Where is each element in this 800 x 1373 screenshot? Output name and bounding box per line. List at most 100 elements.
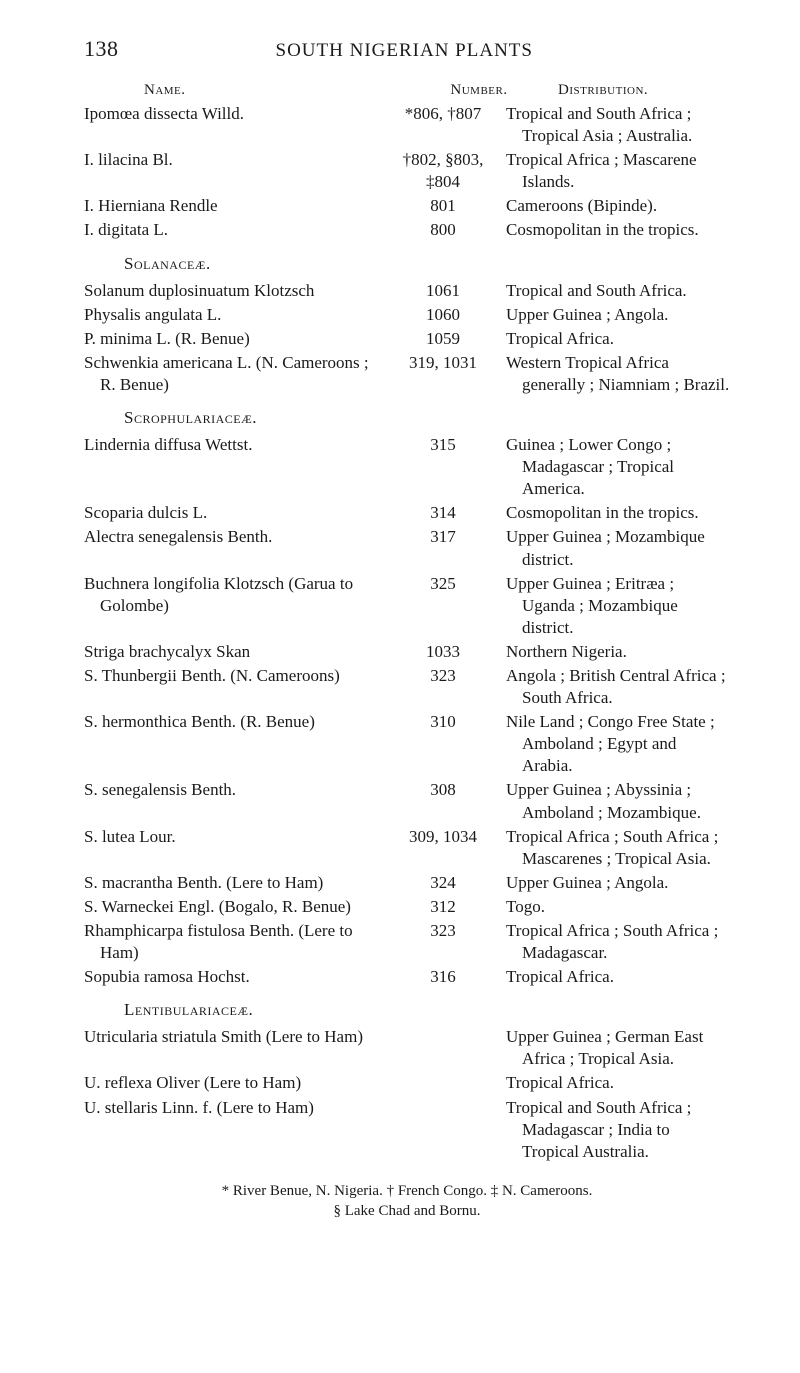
family-heading-lentibulariaceae: Lentibulariaceæ. bbox=[124, 1000, 730, 1020]
species-entry: I. digitata L.800Cosmopolitan in the tro… bbox=[84, 219, 730, 241]
entry-distribution: Cosmopolitan in the tropics. bbox=[498, 502, 730, 524]
entry-name: S. macrantha Benth. (Lere to Ham) bbox=[84, 872, 388, 894]
entry-distribution: Cosmopolitan in the tropics. bbox=[498, 219, 730, 241]
entries-block-1: Ipomœa dissecta Willd.*806, †807Tropical… bbox=[84, 103, 730, 242]
entry-number bbox=[388, 1097, 498, 1163]
entry-number: 308 bbox=[388, 779, 498, 823]
entry-name: S. lutea Lour. bbox=[84, 826, 388, 870]
entry-name: Scoparia dulcis L. bbox=[84, 502, 388, 524]
entry-name: S. Thunbergii Benth. (N. Cameroons) bbox=[84, 665, 388, 709]
species-entry: Striga brachycalyx Skan1033Northern Nige… bbox=[84, 641, 730, 663]
species-entry: S. hermonthica Benth. (R. Benue)310Nile … bbox=[84, 711, 730, 777]
entry-number: 312 bbox=[388, 896, 498, 918]
entry-number: 801 bbox=[388, 195, 498, 217]
entry-number: †802, §803, ‡804 bbox=[388, 149, 498, 193]
species-entry: Physalis angulata L.1060Upper Guinea ; A… bbox=[84, 304, 730, 326]
entry-name: U. reflexa Oliver (Lere to Ham) bbox=[84, 1072, 388, 1094]
entry-name: Ipomœa dissecta Willd. bbox=[84, 103, 388, 147]
entry-number: 1061 bbox=[388, 280, 498, 302]
species-entry: I. lilacina Bl.†802, §803, ‡804Tropical … bbox=[84, 149, 730, 193]
running-title: SOUTH NIGERIAN PLANTS bbox=[79, 40, 731, 62]
species-entry: U. reflexa Oliver (Lere to Ham) Tropical … bbox=[84, 1072, 730, 1094]
entry-name: I. Hierniana Rendle bbox=[84, 195, 388, 217]
species-entry: Utricularia striatula Smith (Lere to Ham… bbox=[84, 1026, 730, 1070]
species-entry: S. macrantha Benth. (Lere to Ham)324Uppe… bbox=[84, 872, 730, 894]
entry-distribution: Cameroons (Bipinde). bbox=[498, 195, 730, 217]
entry-distribution: Tropical Africa ; South Africa ; Madagas… bbox=[498, 920, 730, 964]
entries-block-2: Solanum duplosinuatum Klotzsch1061Tropic… bbox=[84, 280, 730, 396]
entry-name: P. minima L. (R. Benue) bbox=[84, 328, 388, 350]
entries-block-3: Lindernia diffusa Wettst.315Guinea ; Low… bbox=[84, 434, 730, 988]
entry-name: Utricularia striatula Smith (Lere to Ham… bbox=[84, 1026, 388, 1070]
family-heading-solanaceae: Solanaceæ. bbox=[124, 254, 730, 274]
entry-distribution: Upper Guinea ; Mozambique district. bbox=[498, 526, 730, 570]
entry-name: Rhamphicarpa fistulosa Benth. (Lere to H… bbox=[84, 920, 388, 964]
entry-distribution: Upper Guinea ; Angola. bbox=[498, 872, 730, 894]
species-entry: S. lutea Lour.309, 1034Tropical Africa ;… bbox=[84, 826, 730, 870]
species-entry: S. Warneckei Engl. (Bogalo, R. Benue)312… bbox=[84, 896, 730, 918]
entry-number: *806, †807 bbox=[388, 103, 498, 147]
page-container: 138 SOUTH NIGERIAN PLANTS Name. Number. … bbox=[0, 0, 800, 1257]
entry-distribution: Togo. bbox=[498, 896, 730, 918]
species-entry: Scoparia dulcis L.314Cosmopolitan in the… bbox=[84, 502, 730, 524]
entry-number bbox=[388, 1026, 498, 1070]
entry-number: 800 bbox=[388, 219, 498, 241]
entry-distribution: Angola ; British Central Africa ; South … bbox=[498, 665, 730, 709]
col-header-number: Number. bbox=[424, 82, 534, 99]
species-entry: U. stellaris Linn. f. (Lere to Ham) Tropi… bbox=[84, 1097, 730, 1163]
entry-number: 1059 bbox=[388, 328, 498, 350]
entry-distribution: Tropical Africa. bbox=[498, 1072, 730, 1094]
entry-name: Physalis angulata L. bbox=[84, 304, 388, 326]
entry-name: Striga brachycalyx Skan bbox=[84, 641, 388, 663]
species-entry: S. Thunbergii Benth. (N. Cameroons)323An… bbox=[84, 665, 730, 709]
species-entry: Ipomœa dissecta Willd.*806, †807Tropical… bbox=[84, 103, 730, 147]
entry-name: S. hermonthica Benth. (R. Benue) bbox=[84, 711, 388, 777]
entry-name: U. stellaris Linn. f. (Lere to Ham) bbox=[84, 1097, 388, 1163]
entry-distribution: Northern Nigeria. bbox=[498, 641, 730, 663]
entry-number: 314 bbox=[388, 502, 498, 524]
entry-name: Schwenkia americana L. (N. Cameroons ; R… bbox=[84, 352, 388, 396]
entry-distribution: Tropical and South Africa ; Madagascar ;… bbox=[498, 1097, 730, 1163]
entry-number: 324 bbox=[388, 872, 498, 894]
entry-name: I. digitata L. bbox=[84, 219, 388, 241]
entry-distribution: Upper Guinea ; German East Africa ; Trop… bbox=[498, 1026, 730, 1070]
footnote-line-1: * River Benue, N. Nigeria. † French Cong… bbox=[84, 1181, 730, 1201]
entry-name: Buchnera longifolia Klotzsch (Garua to G… bbox=[84, 573, 388, 639]
entry-distribution: Upper Guinea ; Eritræa ; Uganda ; Mozamb… bbox=[498, 573, 730, 639]
entry-distribution: Upper Guinea ; Abyssinia ; Amboland ; Mo… bbox=[498, 779, 730, 823]
entry-distribution: Tropical and South Africa ; Tropical Asi… bbox=[498, 103, 730, 147]
entry-distribution: Tropical Africa. bbox=[498, 966, 730, 988]
entry-name: Sopubia ramosa Hochst. bbox=[84, 966, 388, 988]
species-entry: I. Hierniana Rendle801Cameroons (Bipinde… bbox=[84, 195, 730, 217]
entry-number: 1060 bbox=[388, 304, 498, 326]
entry-number: 315 bbox=[388, 434, 498, 500]
entry-number: 319, 1031 bbox=[388, 352, 498, 396]
species-entry: Rhamphicarpa fistulosa Benth. (Lere to H… bbox=[84, 920, 730, 964]
entry-distribution: Nile Land ; Congo Free State ; Amboland … bbox=[498, 711, 730, 777]
entry-number: 309, 1034 bbox=[388, 826, 498, 870]
species-entry: Schwenkia americana L. (N. Cameroons ; R… bbox=[84, 352, 730, 396]
entry-number: 1033 bbox=[388, 641, 498, 663]
column-headers: Name. Number. Distribution. bbox=[84, 82, 730, 99]
entry-distribution: Tropical Africa ; Mascarene Islands. bbox=[498, 149, 730, 193]
entry-distribution: Tropical Africa ; South Africa ; Mascare… bbox=[498, 826, 730, 870]
species-entry: Sopubia ramosa Hochst.316Tropical Africa… bbox=[84, 966, 730, 988]
entry-distribution: Tropical and South Africa. bbox=[498, 280, 730, 302]
footnote-line-2: § Lake Chad and Bornu. bbox=[84, 1201, 730, 1221]
species-entry: Lindernia diffusa Wettst.315Guinea ; Low… bbox=[84, 434, 730, 500]
entry-number: 323 bbox=[388, 920, 498, 964]
entries-block-4: Utricularia striatula Smith (Lere to Ham… bbox=[84, 1026, 730, 1163]
entry-distribution: Tropical Africa. bbox=[498, 328, 730, 350]
entry-number: 323 bbox=[388, 665, 498, 709]
family-heading-scrophulariaceae: Scrophulariaceæ. bbox=[124, 408, 730, 428]
entry-number bbox=[388, 1072, 498, 1094]
entry-number: 325 bbox=[388, 573, 498, 639]
species-entry: Alectra senegalensis Benth.317Upper Guin… bbox=[84, 526, 730, 570]
entry-name: Solanum duplosinuatum Klotzsch bbox=[84, 280, 388, 302]
entry-name: Alectra senegalensis Benth. bbox=[84, 526, 388, 570]
footnote: * River Benue, N. Nigeria. † French Cong… bbox=[84, 1181, 730, 1222]
entry-distribution: Western Tropical Africa generally ; Niam… bbox=[498, 352, 730, 396]
running-head: 138 SOUTH NIGERIAN PLANTS bbox=[84, 36, 730, 62]
entry-distribution: Upper Guinea ; Angola. bbox=[498, 304, 730, 326]
species-entry: Solanum duplosinuatum Klotzsch1061Tropic… bbox=[84, 280, 730, 302]
